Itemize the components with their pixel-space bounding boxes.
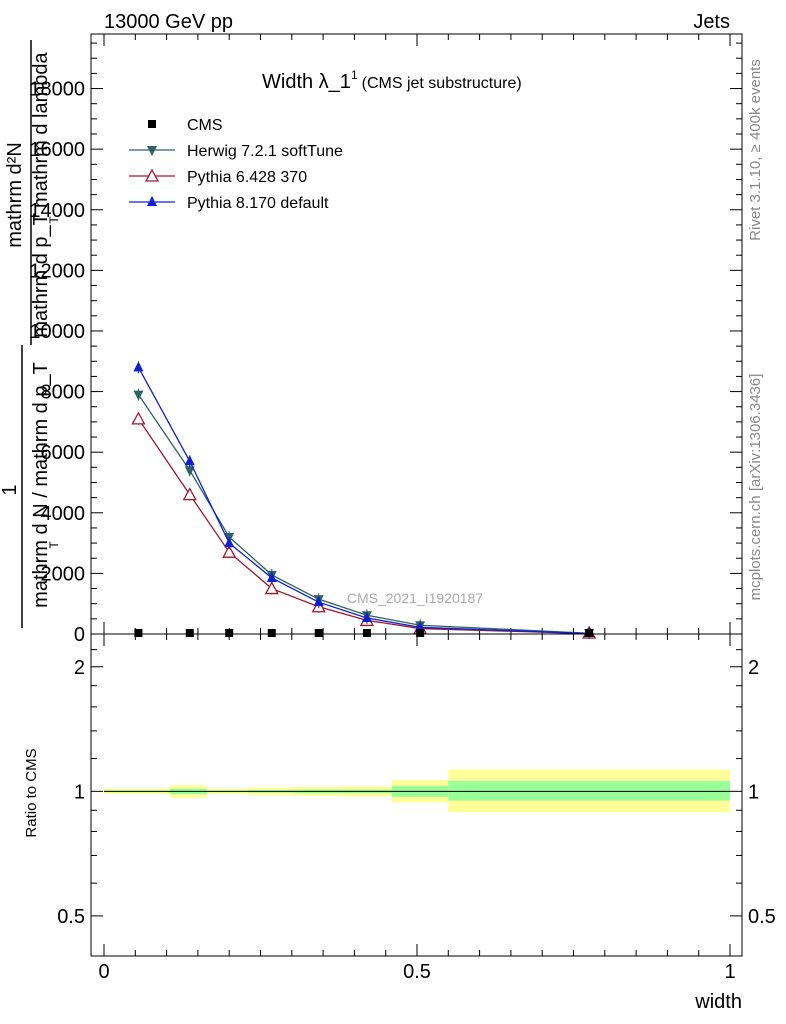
cms-data-point (314, 629, 323, 637)
pythia8-data-point (415, 621, 426, 632)
main-y-tick-label: 16000 (29, 139, 85, 161)
series-line (137, 367, 590, 635)
legend-label: Herwig 7.2.1 softTune (187, 143, 343, 160)
main-y-tick-label: 18000 (29, 79, 85, 101)
chart-title: Width λ_11 (CMS jet substructure) (262, 68, 522, 93)
cms-data-point (267, 629, 276, 637)
legend-entry: CMS (148, 117, 223, 134)
pythia6-data-point (264, 581, 279, 595)
herwig-data-point (147, 146, 157, 156)
ratio-bands (104, 769, 730, 813)
ylabel-fraction-numerator: 1 (0, 484, 21, 495)
pythia8-data-point (224, 537, 235, 548)
main-y-tick-label: 0 (74, 624, 85, 646)
ratio-y-tick-label: 0.5 (57, 906, 85, 928)
legend: CMS Herwig 7.2.1 softTune Pythia 6.428 370… (129, 117, 343, 212)
series-line (137, 418, 590, 635)
pythia8-data-point (184, 455, 195, 466)
main-panel: 0 2000 4000 6000 8000 10000 12000 14000 16000 180… (29, 33, 743, 646)
ratio-y-tick-label-right: 1 (748, 781, 759, 803)
legend-label: Pythia 6.428 370 (187, 169, 307, 186)
x-axis-label: width (694, 991, 742, 1013)
cms-data-point (134, 629, 143, 637)
ratio-y-tick-label-right: 2 (748, 657, 759, 679)
main-y-tick-label: 14000 (29, 200, 85, 222)
legend-entry: Pythia 6.428 370 (129, 168, 307, 186)
legend-label: CMS (187, 117, 223, 134)
cms-data-point (585, 629, 594, 637)
main-y-tick-label: 6000 (41, 442, 86, 464)
main-y-tick-label: 8000 (41, 382, 86, 404)
x-tick-label: 0 (98, 961, 109, 983)
cms-data-point (362, 629, 371, 637)
pythia8-data-point (133, 361, 144, 372)
herwig-data-point (133, 390, 144, 401)
pythia8-data-point (361, 611, 372, 622)
pythia6-data-point (222, 544, 237, 558)
ylabel-fraction-denominator: mathrm d N / mathrm d p_T (30, 362, 52, 608)
series-line (137, 394, 590, 634)
process-label: Jets (693, 11, 730, 33)
series-square (134, 629, 594, 637)
ratio-panel: 0.5 0.51 12 2 0 0.5 1 Ratio to CMS width (23, 633, 776, 1013)
chart-title-main: Width λ_1 (262, 71, 351, 93)
cms-data-point (416, 629, 425, 637)
herwig-data-point (184, 466, 195, 477)
cms-data-point (225, 629, 234, 637)
pythia6-data-point (131, 411, 146, 425)
ratio-y-tick-label: 1 (74, 781, 85, 803)
ylabel-main-denominator: mathrm d p_T mathrm d lambda (30, 51, 52, 337)
ylabel-main-numerator: mathrm d²N (4, 142, 26, 248)
ratio-y-tick-label-right: 0.5 (748, 906, 776, 928)
legend-entry: Herwig 7.2.1 softTune (129, 143, 343, 160)
chart-title-sup: 1 (351, 68, 358, 82)
pythia6-data-point (144, 168, 160, 182)
cms-data-point (148, 120, 156, 128)
main-y-tick-label: 2000 (41, 563, 86, 585)
watermark: CMS_2021_I1920187 (347, 590, 483, 606)
ratio-x-ticks: 0 0.5 1 (98, 634, 736, 983)
x-tick-label: 1 (724, 961, 735, 983)
main-y-axis-label: mathrm d²N mathrm d p_T mathrm d lambda … (0, 40, 61, 628)
main-y-tick-label: 10000 (29, 321, 85, 343)
legend-entry: Pythia 8.170 default (129, 195, 329, 212)
ratio-y-tick-label: 2 (74, 657, 85, 679)
ratio-y-ticks: 0.5 0.5 1 1 2 2 (57, 649, 776, 928)
legend-label: Pythia 8.170 default (187, 195, 329, 212)
pythia8-data-point (266, 571, 277, 582)
pythia6-data-point (182, 487, 197, 501)
ylabel-fraction-sub: T (47, 541, 61, 549)
series-layer (131, 361, 597, 639)
pythia8-data-point (147, 196, 157, 206)
main-y-tick-label: 12000 (29, 260, 85, 282)
cms-data-point (185, 629, 194, 637)
ylabel-main-sub: T (47, 216, 61, 224)
ratio-band-green (448, 780, 730, 801)
ratio-y-axis-label: Ratio to CMS (23, 748, 40, 837)
mcplots-label: mcplots.cern.ch [arXiv:1306.3436] (747, 374, 764, 601)
rivet-label: Rivet 3.1.10, ≥ 400k events (747, 59, 764, 241)
main-y-tick-label: 4000 (41, 503, 86, 525)
chart-subtitle: (CMS jet substructure) (362, 75, 522, 92)
x-tick-label: 0.5 (403, 961, 431, 983)
main-y-ticks: 0 2000 4000 6000 8000 10000 12000 14000 16000 180… (29, 42, 742, 646)
pythia8-data-point (313, 596, 324, 607)
energy-label: 13000 GeV pp (104, 11, 233, 33)
